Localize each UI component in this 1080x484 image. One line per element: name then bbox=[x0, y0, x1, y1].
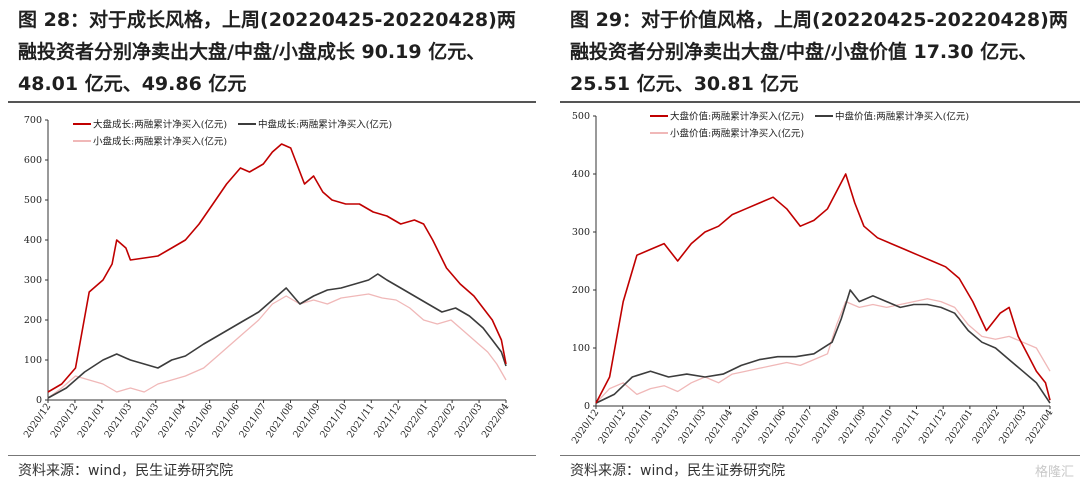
figure-title: 图 28：对于成长风格，上周(20220425-20220428)两融投资者分别… bbox=[18, 9, 516, 95]
x-tick-label: 2022/04 bbox=[480, 401, 512, 440]
title-divider bbox=[8, 101, 536, 103]
legend-label: 大盘价值:两融累计净买入(亿元) bbox=[670, 111, 804, 123]
y-tick-label: 300 bbox=[572, 227, 590, 238]
series-line-large bbox=[595, 173, 1051, 404]
legend-label: 中盘成长:两融累计净买入(亿元) bbox=[258, 119, 392, 131]
title-divider bbox=[560, 101, 1080, 103]
figure-title: 图 29：对于价值风格，上周(20220425-20220428)两融投资者分别… bbox=[570, 9, 1068, 95]
y-tick-label: 200 bbox=[24, 315, 42, 326]
series-line-mid bbox=[47, 273, 507, 399]
y-tick-label: 400 bbox=[24, 235, 42, 246]
series-line-small bbox=[47, 293, 507, 399]
series-line-small bbox=[595, 298, 1051, 404]
y-tick-label: 600 bbox=[24, 155, 42, 166]
y-tick-label: 200 bbox=[572, 285, 590, 296]
watermark-logo: 格隆汇 bbox=[1034, 465, 1074, 480]
y-tick-label: 0 bbox=[584, 401, 590, 412]
y-tick-label: 100 bbox=[24, 355, 42, 366]
source-note: 资料来源：wind，民生证券研究院 bbox=[18, 463, 234, 479]
series-line-mid bbox=[595, 289, 1051, 404]
legend-label: 大盘成长:两融累计净买入(亿元) bbox=[93, 119, 227, 131]
source-divider bbox=[560, 455, 1080, 456]
y-tick-label: 700 bbox=[24, 115, 42, 126]
y-tick-label: 300 bbox=[24, 275, 42, 286]
chart-panel-growth: 图 28：对于成长风格，上周(20220425-20220428)两融投资者分别… bbox=[8, 0, 538, 484]
legend-label: 小盘价值:两融累计净买入(亿元) bbox=[670, 128, 804, 140]
legend-label: 小盘成长:两融累计净买入(亿元) bbox=[93, 136, 227, 148]
y-tick-label: 500 bbox=[24, 195, 42, 206]
series-line-large bbox=[47, 143, 507, 393]
source-divider bbox=[8, 455, 536, 456]
y-tick-label: 0 bbox=[36, 395, 42, 406]
value-line-chart: 01002003004005002020/122020/122021/01202… bbox=[570, 111, 1056, 447]
growth-line-chart: 01002003004005006007002020/122020/122021… bbox=[22, 115, 512, 440]
legend-label: 中盘价值:两融累计净买入(亿元) bbox=[835, 111, 969, 123]
y-tick-label: 500 bbox=[572, 111, 590, 122]
y-tick-label: 400 bbox=[572, 169, 590, 180]
chart-panel-value: 图 29：对于价值风格，上周(20220425-20220428)两融投资者分别… bbox=[560, 0, 1080, 484]
y-tick-label: 100 bbox=[572, 343, 590, 354]
x-tick-label: 2022/04 bbox=[1024, 407, 1056, 446]
source-note: 资料来源：wind，民生证券研究院 bbox=[570, 463, 786, 479]
